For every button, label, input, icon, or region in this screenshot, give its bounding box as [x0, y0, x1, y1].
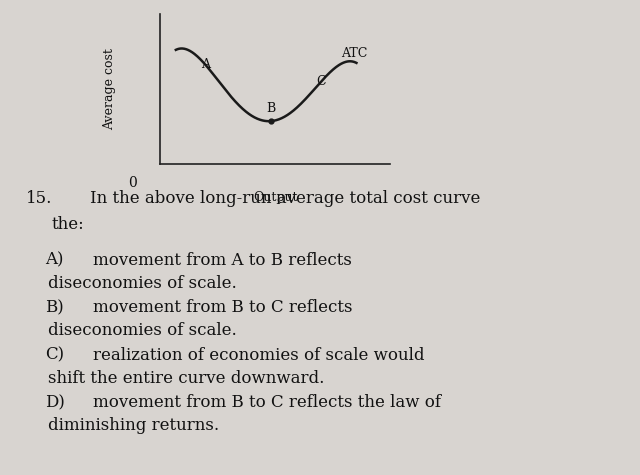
Text: B: B	[266, 103, 275, 115]
Text: A: A	[201, 58, 210, 71]
Text: C: C	[316, 76, 326, 88]
Text: realization of economies of scale would: realization of economies of scale would	[93, 347, 424, 363]
Text: diseconomies of scale.: diseconomies of scale.	[48, 322, 237, 339]
Text: movement from B to C reflects: movement from B to C reflects	[93, 299, 352, 316]
Text: In the above long-run average total cost curve: In the above long-run average total cost…	[90, 190, 480, 207]
Text: movement from B to C reflects the law of: movement from B to C reflects the law of	[93, 394, 441, 411]
Text: D): D)	[45, 394, 65, 411]
Text: C): C)	[45, 347, 64, 363]
Text: ATC: ATC	[341, 47, 367, 60]
Text: diseconomies of scale.: diseconomies of scale.	[48, 275, 237, 292]
Text: the:: the:	[51, 216, 84, 233]
Text: movement from A to B reflects: movement from A to B reflects	[93, 252, 351, 269]
Text: B): B)	[45, 299, 63, 316]
Text: 15.: 15.	[26, 190, 52, 207]
Text: shift the entire curve downward.: shift the entire curve downward.	[48, 370, 324, 387]
Text: A): A)	[45, 252, 63, 269]
Text: Output: Output	[253, 191, 298, 204]
Text: Average cost: Average cost	[103, 48, 116, 130]
Text: diminishing returns.: diminishing returns.	[48, 417, 219, 434]
Text: 0: 0	[128, 176, 137, 190]
